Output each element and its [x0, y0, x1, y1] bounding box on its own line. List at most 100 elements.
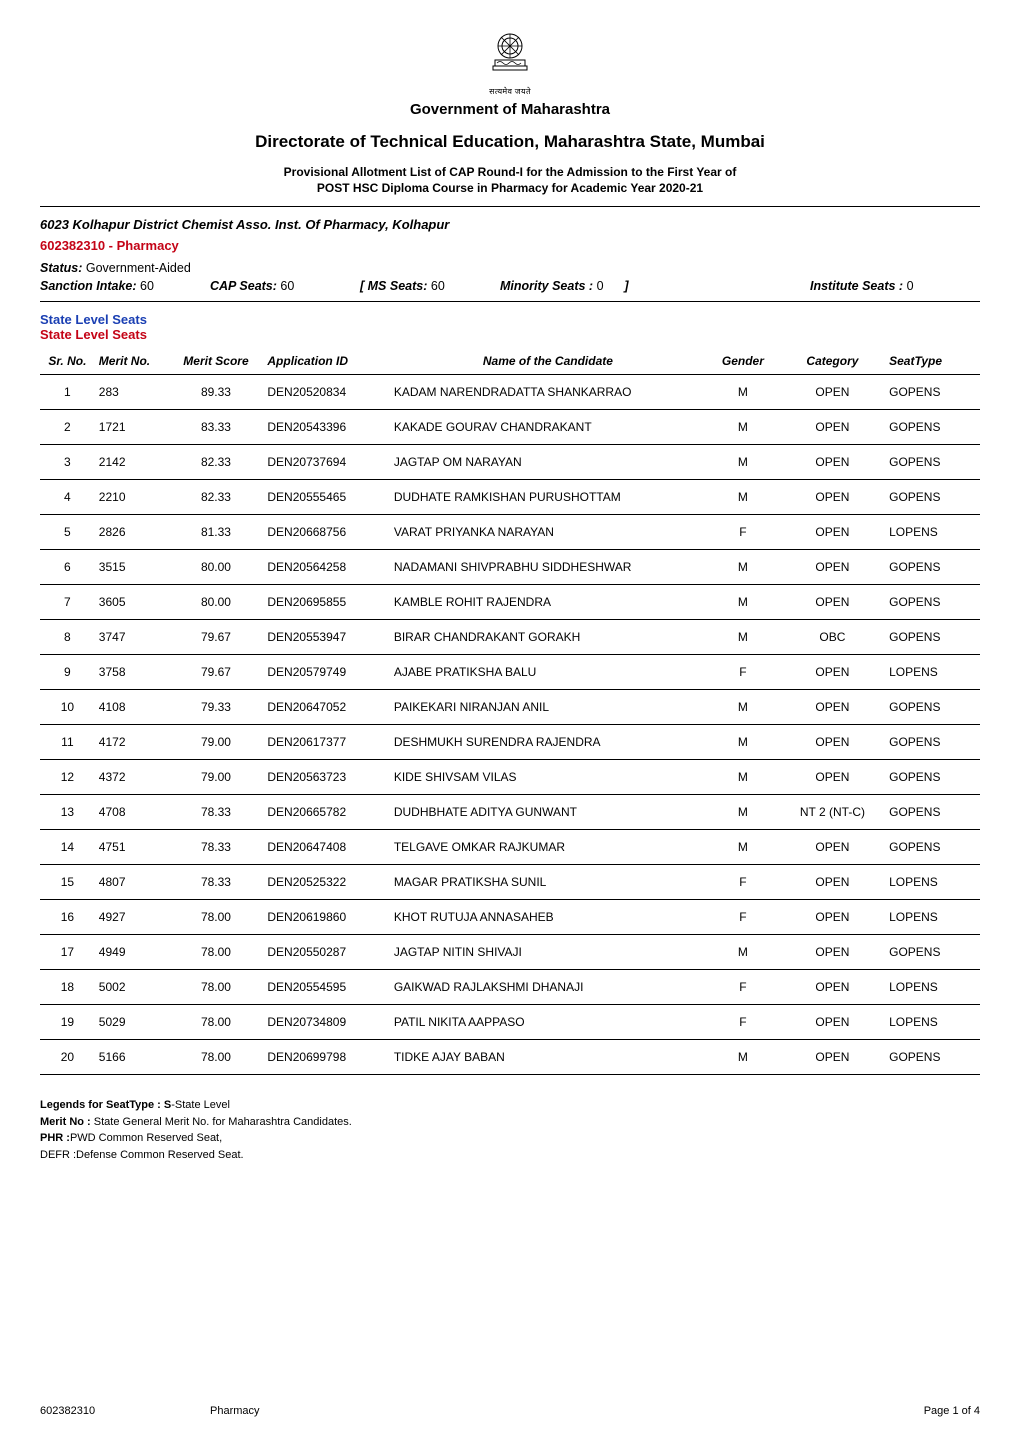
cell-meritno: 1721	[95, 410, 169, 445]
page-footer: 602382310 Pharmacy Page 1 of 4	[40, 1405, 980, 1417]
cell-name: KHOT RUTUJA ANNASAHEB	[390, 900, 706, 935]
cell-srno: 13	[40, 795, 95, 830]
cell-category: OPEN	[780, 1040, 885, 1075]
cell-name: BIRAR CHANDRAKANT GORAKH	[390, 620, 706, 655]
cell-category: OPEN	[780, 830, 885, 865]
cell-meritno: 3747	[95, 620, 169, 655]
cell-srno: 6	[40, 550, 95, 585]
cell-gender: M	[706, 585, 780, 620]
cell-appid: DEN20647408	[263, 830, 389, 865]
cell-name: AJABE PRATIKSHA BALU	[390, 655, 706, 690]
cell-srno: 12	[40, 760, 95, 795]
cell-meritno: 2210	[95, 480, 169, 515]
emblem-motto: सत्यमेव जयते	[40, 86, 980, 97]
directorate-title: Directorate of Technical Education, Maha…	[40, 132, 980, 152]
cell-appid: DEN20550287	[263, 935, 389, 970]
legend-phr-label: PHR :	[40, 1132, 70, 1144]
cell-seattype: GOPENS	[885, 585, 980, 620]
cap-seats-label: CAP Seats:	[210, 279, 277, 293]
cell-srno: 8	[40, 620, 95, 655]
cell-meritno: 3515	[95, 550, 169, 585]
institute-code-name: 6023 Kolhapur District Chemist Asso. Ins…	[40, 217, 980, 232]
cell-gender: M	[706, 1040, 780, 1075]
cell-gender: M	[706, 690, 780, 725]
cell-srno: 16	[40, 900, 95, 935]
cell-srno: 1	[40, 375, 95, 410]
cell-srno: 3	[40, 445, 95, 480]
cell-gender: M	[706, 935, 780, 970]
cell-meritno: 4172	[95, 725, 169, 760]
cell-srno: 17	[40, 935, 95, 970]
cell-seattype: GOPENS	[885, 1040, 980, 1075]
cell-appid: DEN20563723	[263, 760, 389, 795]
cell-gender: F	[706, 865, 780, 900]
cell-seattype: GOPENS	[885, 620, 980, 655]
cell-category: OPEN	[780, 585, 885, 620]
cap-seats-value: 60	[280, 279, 294, 293]
state-level-seats-heading: State Level Seats	[40, 312, 980, 327]
cell-meritno: 5029	[95, 1005, 169, 1040]
cell-meritscore: 79.67	[169, 655, 264, 690]
legends-title-suffix: -State Level	[171, 1099, 230, 1111]
minority-seats-label: Minority Seats :	[500, 279, 593, 293]
cell-appid: DEN20699798	[263, 1040, 389, 1075]
cell-category: OPEN	[780, 410, 885, 445]
cell-gender: M	[706, 445, 780, 480]
table-row: 13470878.33DEN20665782DUDHBHATE ADITYA G…	[40, 795, 980, 830]
cell-meritno: 4372	[95, 760, 169, 795]
footer-page: Page 1 of 4	[924, 1405, 980, 1417]
cell-name: KADAM NARENDRADATTA SHANKARRAO	[390, 375, 706, 410]
table-row: 20516678.00DEN20699798TIDKE AJAY BABANMO…	[40, 1040, 980, 1075]
cell-meritscore: 78.00	[169, 1040, 264, 1075]
cell-meritscore: 79.33	[169, 690, 264, 725]
cell-meritscore: 78.33	[169, 865, 264, 900]
cell-appid: DEN20617377	[263, 725, 389, 760]
cell-name: JAGTAP NITIN SHIVAJI	[390, 935, 706, 970]
cell-srno: 19	[40, 1005, 95, 1040]
footer-code: 602382310	[40, 1405, 95, 1417]
cell-meritno: 2826	[95, 515, 169, 550]
cell-name: TIDKE AJAY BABAN	[390, 1040, 706, 1075]
cell-meritscore: 82.33	[169, 480, 264, 515]
cell-meritno: 4108	[95, 690, 169, 725]
page-subtitle: Provisional Allotment List of CAP Round-…	[200, 164, 820, 196]
status-label: Status:	[40, 261, 82, 275]
sanction-label: Sanction Intake:	[40, 279, 137, 293]
table-row: 15480778.33DEN20525322MAGAR PRATIKSHA SU…	[40, 865, 980, 900]
cell-meritscore: 78.00	[169, 970, 264, 1005]
cell-seattype: GOPENS	[885, 445, 980, 480]
ms-seats-value: 60	[431, 279, 445, 293]
cell-seattype: GOPENS	[885, 795, 980, 830]
table-row: 128389.33DEN20520834KADAM NARENDRADATTA …	[40, 375, 980, 410]
cell-seattype: GOPENS	[885, 935, 980, 970]
cell-category: OPEN	[780, 655, 885, 690]
state-level-seats-subheading: State Level Seats	[40, 327, 980, 342]
cell-meritscore: 78.00	[169, 935, 264, 970]
cell-category: OPEN	[780, 725, 885, 760]
cell-seattype: LOPENS	[885, 900, 980, 935]
institute-seats-value: 0	[907, 279, 914, 293]
cell-gender: F	[706, 970, 780, 1005]
col-srno: Sr. No.	[40, 348, 95, 375]
cell-category: OPEN	[780, 935, 885, 970]
table-row: 19502978.00DEN20734809PATIL NIKITA AAPPA…	[40, 1005, 980, 1040]
cell-gender: F	[706, 515, 780, 550]
table-row: 14475178.33DEN20647408TELGAVE OMKAR RAJK…	[40, 830, 980, 865]
legend-phr-text: PWD Common Reserved Seat,	[70, 1132, 222, 1144]
cell-gender: M	[706, 760, 780, 795]
table-row: 8374779.67DEN20553947BIRAR CHANDRAKANT G…	[40, 620, 980, 655]
cell-srno: 10	[40, 690, 95, 725]
cell-category: OPEN	[780, 480, 885, 515]
cell-name: KAKADE GOURAV CHANDRAKANT	[390, 410, 706, 445]
cell-category: NT 2 (NT-C)	[780, 795, 885, 830]
ms-seats-label: [ MS Seats:	[360, 279, 427, 293]
col-appid: Application ID	[263, 348, 389, 375]
cell-srno: 14	[40, 830, 95, 865]
cell-meritno: 4751	[95, 830, 169, 865]
cell-category: OPEN	[780, 550, 885, 585]
cell-category: OPEN	[780, 1005, 885, 1040]
table-row: 12437279.00DEN20563723KIDE SHIVSAM VILAS…	[40, 760, 980, 795]
cell-meritno: 283	[95, 375, 169, 410]
government-title: Government of Maharashtra	[40, 101, 980, 118]
cell-name: TELGAVE OMKAR RAJKUMAR	[390, 830, 706, 865]
